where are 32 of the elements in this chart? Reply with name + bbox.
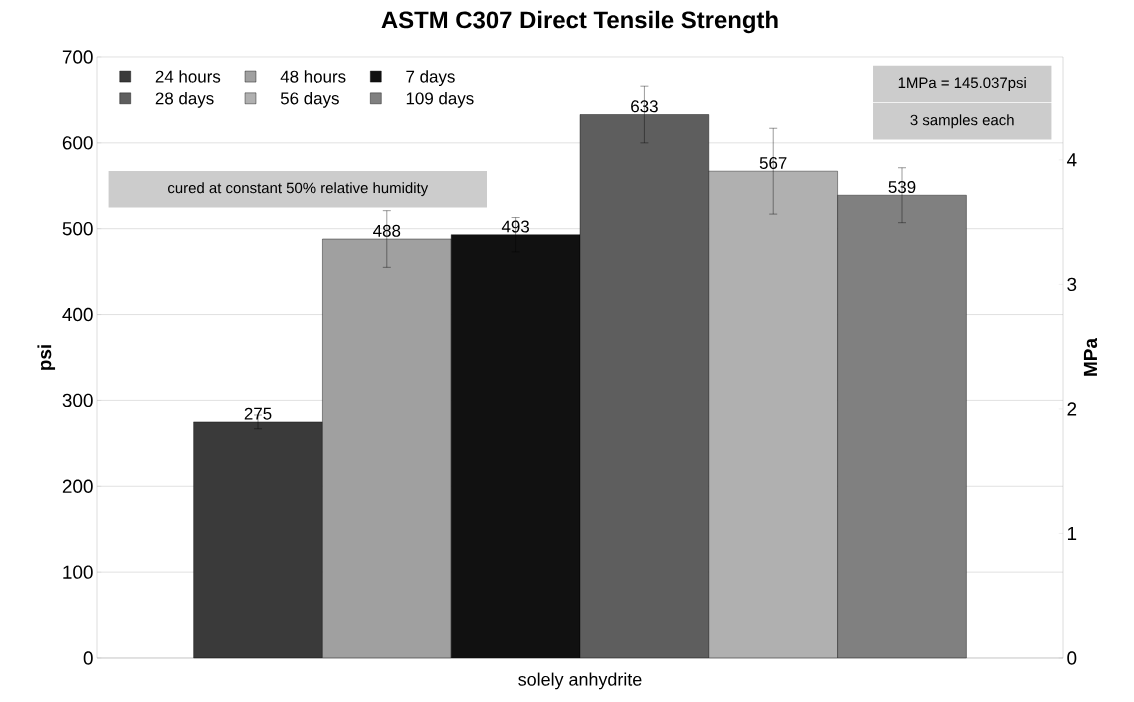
y2-tick-label: 0	[1067, 651, 1077, 665]
legend-label: 48 hours	[280, 70, 346, 83]
y2-tick-label: 1	[1067, 526, 1077, 540]
y-tick-label: 300	[62, 393, 93, 408]
data-label: 633	[631, 100, 658, 113]
y-tick-label: 200	[62, 479, 93, 493]
y2-tick-label: 4	[1066, 153, 1077, 167]
annotation: cured at constant 50% relative humidity	[168, 182, 429, 197]
legend-label: 28 days	[155, 91, 214, 108]
data-label: 275	[244, 407, 272, 420]
x-axis-title: solely anhydrite	[518, 672, 642, 690]
chart-title: ASTM C307 Direct Tensile Strength	[381, 10, 778, 34]
y-tick-label: 700	[62, 50, 93, 64]
data-label: 493	[501, 220, 529, 233]
y-tick-label: 500	[62, 222, 93, 236]
y2-tick-label: 2	[1067, 402, 1077, 416]
y2-axis-title: MPa	[1083, 337, 1098, 376]
y2-tick-label: 3	[1067, 277, 1077, 292]
y-axis-title: psi	[37, 345, 56, 370]
data-label: 539	[888, 181, 916, 194]
legend-label: 109 days	[406, 91, 474, 108]
legend-label: 56 days	[280, 91, 339, 108]
data-label: 567	[759, 156, 787, 169]
y-tick-label: 0	[83, 651, 93, 665]
annotation: 3 samples each	[910, 114, 1014, 129]
legend-label: 24 hours	[155, 70, 221, 83]
data-label: 488	[373, 224, 401, 237]
y-tick-label: 100	[63, 565, 93, 579]
y-tick-label: 400	[62, 307, 93, 322]
y-tick-label: 600	[62, 136, 93, 150]
annotation: 1MPa = 145.037psi	[898, 77, 1026, 91]
legend-label: 7 days	[406, 70, 455, 86]
